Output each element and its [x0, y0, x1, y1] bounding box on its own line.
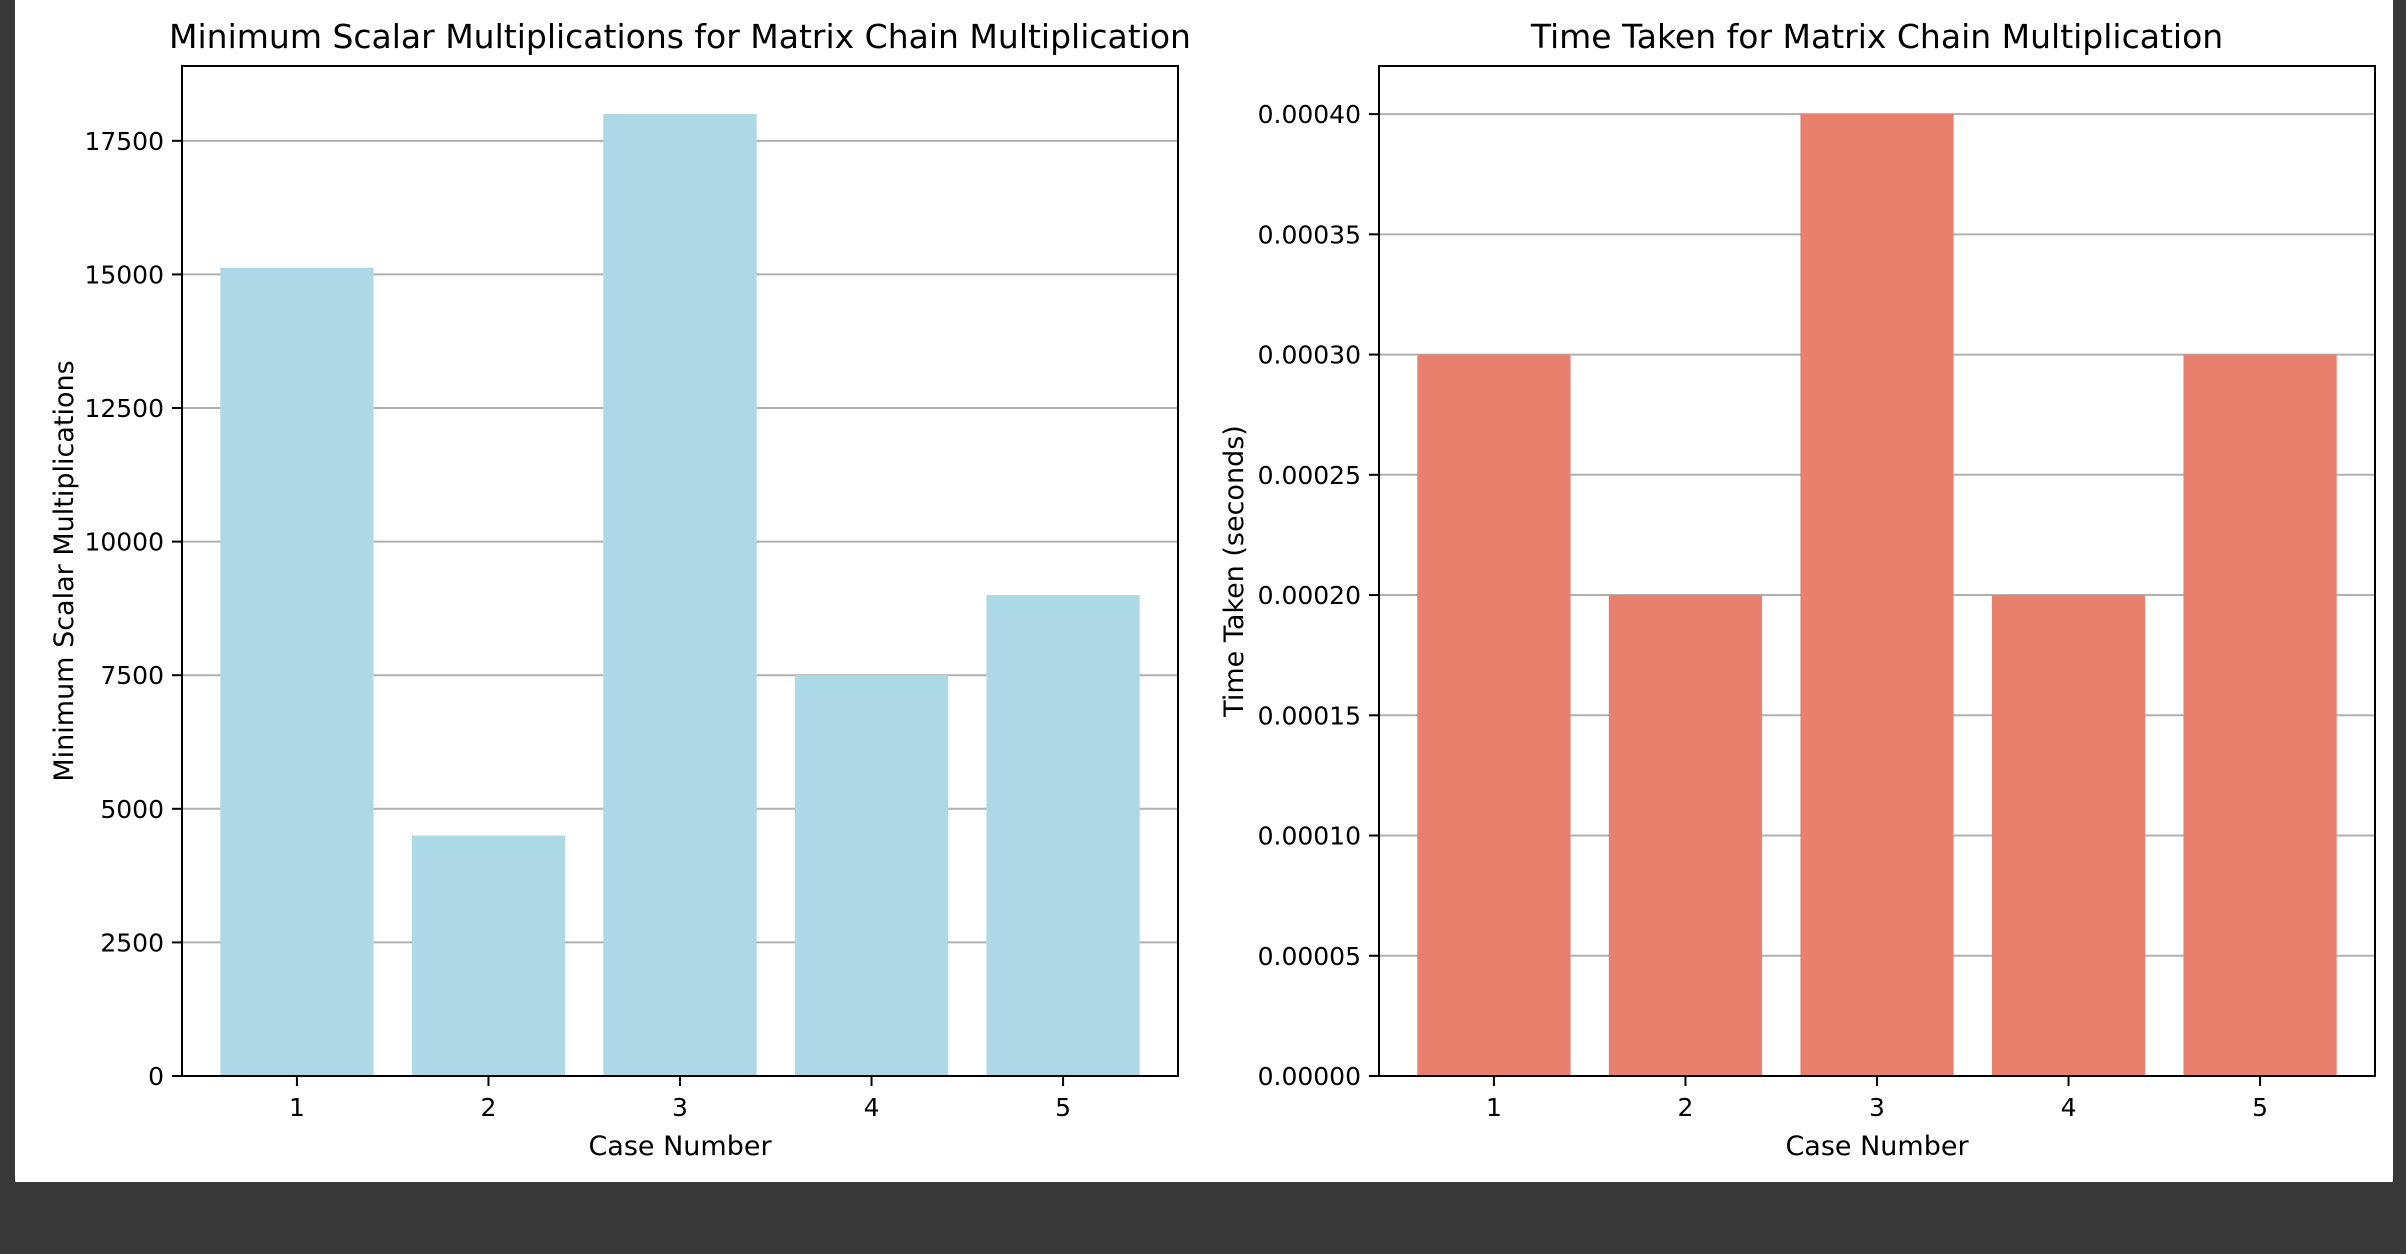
- bars: [1417, 114, 2337, 1077]
- y-tick-label: 0: [148, 1062, 164, 1091]
- y-tick-label: 7500: [100, 661, 164, 690]
- y-tick-label: 0.00020: [1258, 581, 1361, 610]
- bar-case-5: [2183, 354, 2337, 1077]
- bars: [220, 114, 1140, 1077]
- y-tick-label: 0.00005: [1258, 942, 1361, 971]
- y-tick-label: 0.00040: [1258, 100, 1361, 129]
- x-axis-ticks: 1 2 3 4 5: [289, 1076, 1071, 1122]
- bar-case-4: [794, 675, 949, 1076]
- x-axis-ticks: 1 2 3 4 5: [1486, 1076, 2268, 1122]
- y-tick-label: 10000: [84, 528, 164, 557]
- y-tick-label: 0.00035: [1258, 220, 1361, 249]
- y-tick-label: 2500: [100, 928, 164, 957]
- bar-case-3: [603, 114, 757, 1077]
- y-axis-ticks: 0.00000 0.00005 0.00010 0.00015 0.00020 0.000…: [1258, 100, 1379, 1091]
- x-tick-label: 1: [289, 1093, 305, 1122]
- figure: Minimum Scalar Multiplications for Matri…: [15, 0, 2393, 1182]
- x-tick-label: 4: [864, 1093, 880, 1122]
- x-tick-label: 2: [1678, 1093, 1694, 1122]
- x-tick-label: 5: [1055, 1093, 1071, 1122]
- x-tick-label: 3: [672, 1093, 688, 1122]
- x-tick-label: 1: [1486, 1093, 1502, 1122]
- bar-case-4: [1991, 595, 2146, 1076]
- chart-figure: Minimum Scalar Multiplications for Matri…: [49, 17, 2376, 1162]
- y-tick-label: 12500: [84, 394, 164, 423]
- chart-min-scalar-multiplications: Minimum Scalar Multiplications for Matri…: [49, 17, 1191, 1162]
- chart-title: Time Taken for Matrix Chain Multiplicati…: [1530, 17, 2223, 56]
- y-tick-label: 0.00010: [1258, 822, 1361, 851]
- chart-time-taken: Time Taken for Matrix Chain Multiplicati…: [1219, 17, 2376, 1162]
- y-axis-ticks: 0 2500 5000 7500 10000 12500 15000 17500: [84, 127, 182, 1091]
- bar-case-2: [1608, 595, 1763, 1076]
- bar-case-5: [986, 595, 1140, 1076]
- x-tick-label: 5: [2252, 1093, 2268, 1122]
- x-axis-label: Case Number: [1785, 1131, 1969, 1162]
- y-tick-label: 17500: [84, 127, 164, 156]
- x-axis-label: Case Number: [588, 1131, 772, 1162]
- y-tick-label: 5000: [100, 795, 164, 824]
- y-tick-label: 0.00030: [1258, 341, 1361, 370]
- bar-case-1: [220, 267, 374, 1077]
- x-tick-label: 4: [2061, 1093, 2077, 1122]
- y-axis-label: Minimum Scalar Multiplications: [49, 360, 80, 781]
- y-tick-label: 15000: [84, 260, 164, 289]
- chart-title: Minimum Scalar Multiplications for Matri…: [169, 17, 1191, 56]
- y-tick-label: 0.00000: [1258, 1062, 1361, 1091]
- y-tick-label: 0.00025: [1258, 461, 1361, 490]
- bar-case-1: [1417, 354, 1571, 1077]
- y-tick-label: 0.00015: [1258, 701, 1361, 730]
- y-axis-label: Time Taken (seconds): [1219, 425, 1250, 718]
- x-tick-label: 3: [1869, 1093, 1885, 1122]
- x-tick-label: 2: [481, 1093, 497, 1122]
- bar-case-3: [1800, 114, 1954, 1077]
- bar-case-2: [411, 835, 566, 1076]
